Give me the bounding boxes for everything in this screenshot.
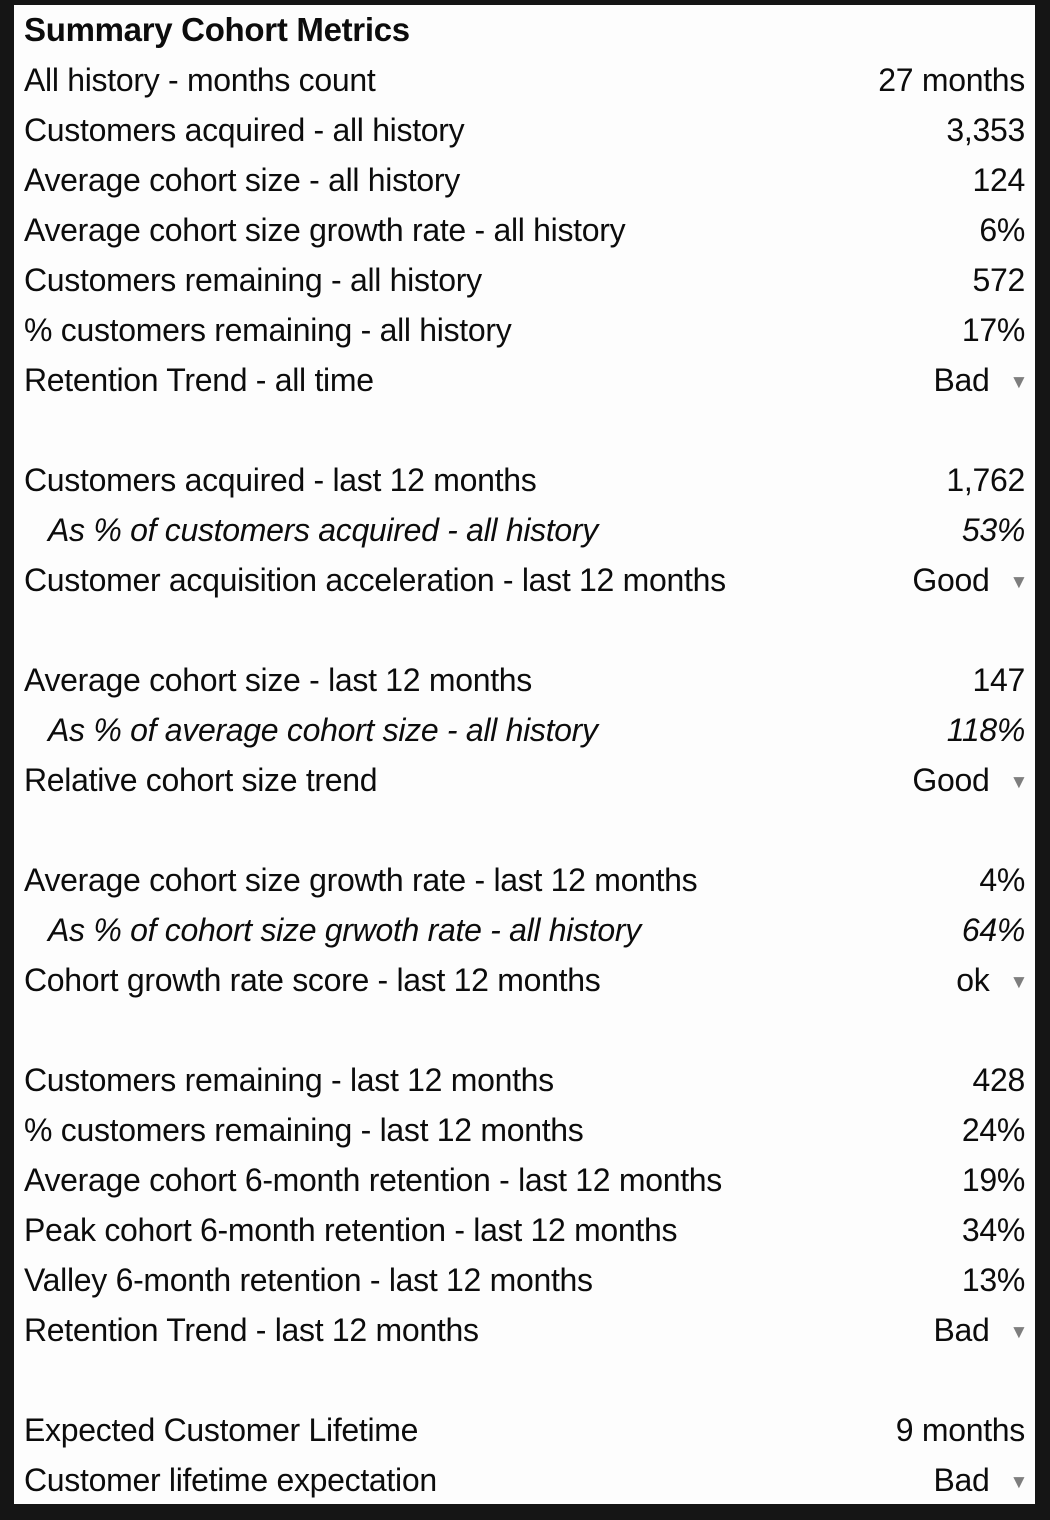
- metric-value: ok: [956, 961, 990, 998]
- metric-value: 64%: [961, 911, 1025, 948]
- metric-row: % customers remaining - last 12 months 24…: [14, 1105, 1035, 1155]
- metric-label: As % of average cohort size - all histor…: [48, 711, 598, 748]
- metric-value: 572: [972, 261, 1026, 298]
- metric-row: Average cohort size - all history 124: [14, 155, 1035, 205]
- panel-title-row: Summary Cohort Metrics: [14, 5, 1035, 55]
- metric-value: Bad: [933, 1461, 990, 1498]
- metric-value: 124: [972, 161, 1026, 198]
- dropdown-value-cell[interactable]: Good ▼: [912, 762, 1031, 799]
- metric-row: As % of cohort size grwoth rate - all hi…: [14, 905, 1035, 955]
- metric-value: 19%: [961, 1161, 1025, 1198]
- metric-value: Bad: [933, 1311, 990, 1348]
- metric-row: As % of average cohort size - all histor…: [14, 705, 1035, 755]
- metric-row: Customers acquired - last 12 months 1,762: [14, 455, 1035, 505]
- spacer-row: [14, 1005, 1035, 1055]
- metric-row: Cohort growth rate score - last 12 month…: [14, 955, 1035, 1005]
- metric-label: Customers remaining - all history: [24, 261, 482, 298]
- metric-value: 428: [972, 1061, 1026, 1098]
- metric-value: 13%: [961, 1261, 1025, 1298]
- metric-row: Average cohort size - last 12 months 147: [14, 655, 1035, 705]
- metric-label: Customers remaining - last 12 months: [24, 1061, 554, 1098]
- metric-value: 3,353: [946, 111, 1025, 148]
- dropdown-value-cell[interactable]: ok ▼: [956, 962, 1031, 999]
- metrics-rows: Summary Cohort Metrics All history - mont…: [14, 5, 1035, 1504]
- metric-row: Peak cohort 6-month retention - last 12 …: [14, 1205, 1035, 1255]
- metric-row: Relative cohort size trend Good ▼: [14, 755, 1035, 805]
- metric-row: Customer acquisition acceleration - last…: [14, 555, 1035, 605]
- metric-row: Retention Trend - all time Bad ▼: [14, 355, 1035, 405]
- metric-label: Expected Customer Lifetime: [24, 1411, 419, 1448]
- dropdown-arrow-icon[interactable]: ▼: [1009, 1471, 1028, 1493]
- metric-row: Customers acquired - all history 3,353: [14, 105, 1035, 155]
- metric-value: 27 months: [878, 61, 1025, 98]
- dropdown-arrow-icon[interactable]: ▼: [1009, 1321, 1028, 1343]
- metric-label: Valley 6-month retention - last 12 month…: [24, 1261, 593, 1298]
- metric-row: Customers remaining - all history 572: [14, 255, 1035, 305]
- metric-label: Average cohort 6-month retention - last …: [24, 1161, 722, 1198]
- metric-label: Average cohort size - last 12 months: [24, 661, 532, 698]
- metric-value: 9 months: [895, 1411, 1026, 1448]
- metric-label: Customers acquired - last 12 months: [24, 461, 537, 498]
- metric-value: 34%: [961, 1211, 1025, 1248]
- dropdown-arrow-icon[interactable]: ▼: [1009, 571, 1028, 593]
- metric-value: 118%: [946, 711, 1026, 748]
- metric-row: Expected Customer Lifetime 9 months: [14, 1405, 1035, 1455]
- metric-value: 4%: [979, 861, 1025, 898]
- spacer-row: [14, 605, 1035, 655]
- spacer-row: [14, 1355, 1035, 1405]
- metric-value: 147: [972, 661, 1026, 698]
- spacer-row: [14, 405, 1035, 455]
- metric-row: All history - months count 27 months: [14, 55, 1035, 105]
- dropdown-value-cell[interactable]: Bad ▼: [933, 1462, 1031, 1499]
- metric-row: Retention Trend - last 12 months Bad ▼: [14, 1305, 1035, 1355]
- metric-label: % customers remaining - all history: [24, 311, 512, 348]
- metric-row: As % of customers acquired - all history…: [14, 505, 1035, 555]
- metric-label: Average cohort size growth rate - last 1…: [24, 861, 698, 898]
- metric-label: Relative cohort size trend: [24, 761, 378, 798]
- panel-title: Summary Cohort Metrics: [24, 11, 410, 48]
- dropdown-arrow-icon[interactable]: ▼: [1009, 371, 1028, 393]
- metric-label: As % of cohort size grwoth rate - all hi…: [48, 911, 641, 948]
- dropdown-value-cell[interactable]: Bad ▼: [933, 362, 1031, 399]
- metric-label: Retention Trend - all time: [24, 361, 374, 398]
- dropdown-value-cell[interactable]: Good ▼: [912, 562, 1031, 599]
- metric-label: Customer lifetime expectation: [24, 1461, 437, 1498]
- metric-row: Valley 6-month retention - last 12 month…: [14, 1255, 1035, 1305]
- metric-value: 6%: [979, 211, 1025, 248]
- metric-label: Retention Trend - last 12 months: [24, 1311, 479, 1348]
- metric-label: Average cohort size growth rate - all hi…: [24, 211, 626, 248]
- metric-label: Cohort growth rate score - last 12 month…: [24, 961, 601, 998]
- metric-value: 1,762: [946, 461, 1025, 498]
- metric-row: Customers remaining - last 12 months 428: [14, 1055, 1035, 1105]
- metric-row: Average cohort size growth rate - last 1…: [14, 855, 1035, 905]
- metric-value: 53%: [961, 511, 1025, 548]
- metric-row: Average cohort size growth rate - all hi…: [14, 205, 1035, 255]
- metric-label: % customers remaining - last 12 months: [24, 1111, 584, 1148]
- metric-row: % customers remaining - all history 17%: [14, 305, 1035, 355]
- metric-row: Average cohort 6-month retention - last …: [14, 1155, 1035, 1205]
- metric-label: All history - months count: [24, 61, 376, 98]
- metric-value: Good: [912, 561, 990, 598]
- metric-value: 24%: [961, 1111, 1025, 1148]
- spacer-row: [14, 805, 1035, 855]
- metric-label: Average cohort size - all history: [24, 161, 460, 198]
- dropdown-value-cell[interactable]: Bad ▼: [933, 1312, 1031, 1349]
- dropdown-arrow-icon[interactable]: ▼: [1009, 971, 1028, 993]
- metric-label: Peak cohort 6-month retention - last 12 …: [24, 1211, 678, 1248]
- metric-row: Customer lifetime expectation Bad ▼: [14, 1455, 1035, 1504]
- metric-label: As % of customers acquired - all history: [48, 511, 598, 548]
- metric-label: Customers acquired - all history: [24, 111, 465, 148]
- metric-value: Good: [912, 761, 990, 798]
- metric-value: 17%: [961, 311, 1025, 348]
- dropdown-arrow-icon[interactable]: ▼: [1009, 771, 1028, 793]
- metric-value: Bad: [933, 361, 990, 398]
- metric-label: Customer acquisition acceleration - last…: [24, 561, 726, 598]
